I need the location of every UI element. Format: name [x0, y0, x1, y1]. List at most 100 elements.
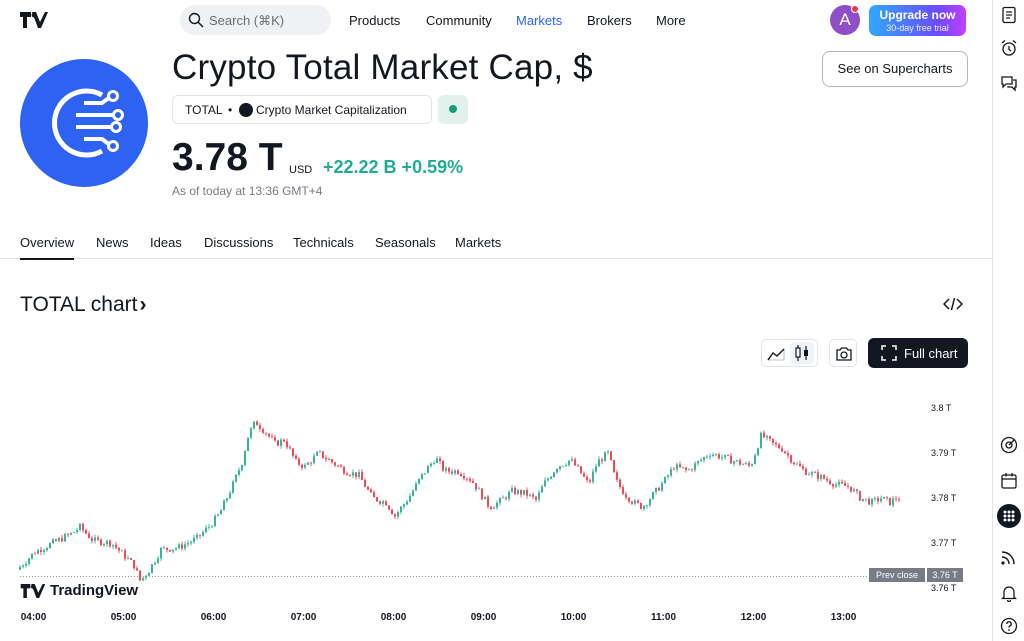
snapshot-button[interactable]: [829, 339, 857, 367]
apps-grid-icon[interactable]: [997, 504, 1021, 528]
separator-bullet: •: [228, 103, 233, 117]
x-axis-tick-label: 10:00: [561, 612, 587, 623]
candle-body: [559, 466, 561, 469]
line-chart-icon[interactable]: [767, 345, 785, 363]
candle-body: [742, 464, 744, 465]
candle-body: [175, 548, 177, 550]
chat-icon[interactable]: [1000, 74, 1018, 92]
candle-body: [676, 464, 678, 470]
candle-body: [640, 502, 642, 509]
candle-body: [319, 451, 321, 453]
candle-body: [679, 464, 681, 468]
candle-body: [466, 478, 468, 480]
candle-body: [325, 457, 327, 460]
candle-body: [607, 451, 609, 453]
candle-body: [133, 559, 135, 569]
candle-body: [667, 475, 669, 478]
candle-body: [247, 437, 249, 452]
candle-body: [574, 459, 576, 466]
chart-section-title[interactable]: TOTAL chart›: [20, 293, 146, 317]
candle-body: [76, 530, 78, 533]
candle-body: [622, 486, 624, 495]
candle-body: [199, 534, 201, 536]
candle-body: [241, 465, 243, 471]
embed-code-icon[interactable]: [943, 296, 963, 312]
candle-body: [682, 467, 684, 469]
candle-body: [643, 505, 645, 509]
tab-news[interactable]: News: [96, 235, 129, 250]
stream-icon[interactable]: [1000, 548, 1018, 566]
candle-body: [604, 452, 606, 462]
candle-body: [871, 499, 873, 505]
candle-body: [127, 558, 129, 559]
nav-item-more[interactable]: More: [656, 13, 686, 28]
candle-body: [115, 544, 117, 548]
candle-body: [394, 514, 396, 517]
tab-discussions[interactable]: Discussions: [204, 235, 274, 250]
target-icon[interactable]: [1000, 436, 1018, 454]
candle-body: [733, 461, 735, 464]
price-chart[interactable]: 3.8 T 3.79 T 3.78 T 3.77 T 3.76 T 04:00 05:00 0…: [0, 380, 992, 641]
see-on-supercharts-button[interactable]: See on Supercharts: [822, 51, 968, 87]
help-icon[interactable]: [1000, 617, 1018, 635]
section-tabs: Overview News Ideas Discussions Technica…: [0, 226, 992, 260]
full-chart-button[interactable]: Full chart: [868, 338, 968, 368]
candle-body: [814, 472, 816, 473]
upgrade-button[interactable]: Upgrade now 30-day free trial: [869, 5, 966, 36]
candle-body: [517, 490, 519, 495]
candle-body: [130, 558, 132, 560]
tab-overview[interactable]: Overview: [20, 235, 75, 260]
candle-body: [790, 455, 792, 463]
candle-body: [730, 455, 732, 464]
candle-body: [721, 457, 723, 459]
candle-body: [475, 483, 477, 490]
tab-markets[interactable]: Markets: [455, 235, 502, 250]
candle-body: [343, 466, 345, 474]
candle-body: [352, 472, 354, 476]
candle-body: [259, 425, 261, 430]
candle-body: [283, 439, 285, 442]
candle-body: [469, 478, 471, 481]
nav-item-markets[interactable]: Markets: [516, 13, 563, 28]
nav-item-brokers[interactable]: Brokers: [587, 13, 632, 28]
candle-body: [85, 530, 87, 534]
candle-body: [295, 455, 297, 459]
tab-technicals[interactable]: Technicals: [293, 235, 354, 250]
candle-body: [889, 497, 891, 506]
candle-body: [61, 537, 63, 542]
candle-body: [472, 480, 474, 484]
candle-body: [499, 497, 501, 503]
candles-button[interactable]: [790, 342, 814, 364]
bell-icon[interactable]: [1000, 584, 1018, 602]
candle-body: [34, 553, 36, 555]
watchlist-icon[interactable]: [1000, 6, 1018, 24]
candle-body: [262, 429, 264, 433]
alarm-clock-icon[interactable]: [1000, 39, 1018, 57]
nav-item-products[interactable]: Products: [349, 13, 401, 28]
watermark-text: TradingView: [50, 582, 139, 599]
tab-seasonals[interactable]: Seasonals: [375, 235, 436, 250]
candle-body: [427, 465, 429, 474]
tradingview-logo-icon: [20, 584, 46, 598]
search-input[interactable]: Search (⌘K): [180, 5, 331, 35]
candle-body: [754, 455, 756, 465]
candle-body: [178, 544, 180, 549]
candle-body: [784, 451, 786, 454]
calendar-icon[interactable]: [1000, 472, 1018, 490]
candle-body: [568, 460, 570, 465]
candle-body: [487, 496, 489, 507]
candle-body: [496, 502, 498, 508]
upgrade-title: Upgrade now: [879, 8, 956, 22]
tradingview-logo-icon[interactable]: [20, 12, 48, 28]
nav-item-community[interactable]: Community: [426, 13, 492, 28]
tab-ideas[interactable]: Ideas: [150, 235, 182, 250]
candle-body: [592, 471, 594, 482]
candle-body: [148, 572, 150, 576]
symbol-chip[interactable]: TOTAL • Crypto Market Capitalization: [172, 95, 432, 124]
market-status-badge[interactable]: [438, 95, 468, 124]
candle-body: [238, 470, 240, 475]
candle-body: [46, 548, 48, 551]
candle-body: [292, 448, 294, 456]
candle-body: [124, 550, 126, 559]
candle-body: [706, 456, 708, 458]
